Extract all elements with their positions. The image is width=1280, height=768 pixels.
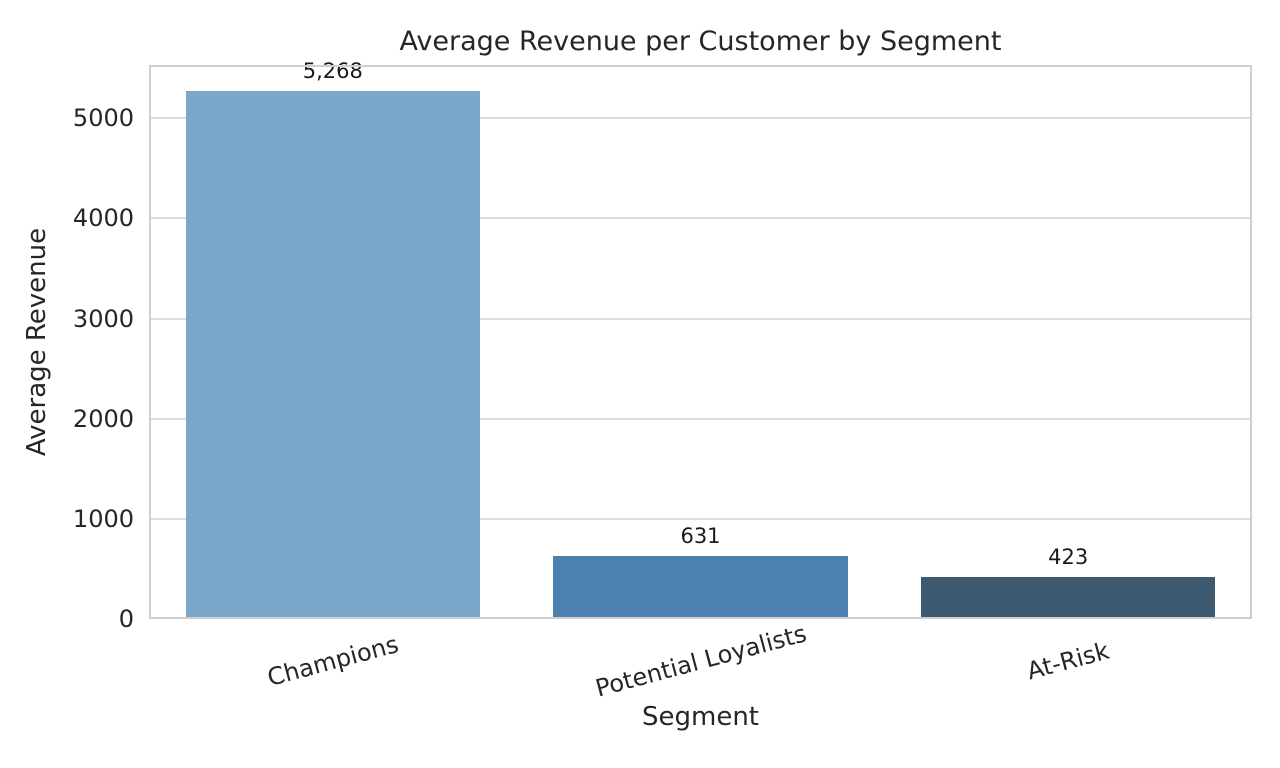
gridline-y-5000 — [149, 117, 1252, 120]
plot-area: 5,268 631 423 — [149, 59, 1252, 619]
bar-potential-loyalists — [553, 555, 848, 619]
y-tick-label-5000: 5000 — [72, 104, 134, 133]
gridline-y-1000 — [149, 517, 1252, 520]
gridline-y-3000 — [149, 317, 1252, 320]
y-tick-label-1000: 1000 — [72, 504, 134, 533]
bar-value-label-at-risk: 423 — [1048, 544, 1089, 569]
y-tick-label-4000: 4000 — [72, 204, 134, 233]
x-axis-label: Segment — [642, 702, 759, 732]
bar-champions — [185, 91, 480, 619]
gridline-y-4000 — [149, 217, 1252, 220]
gridline-y-2000 — [149, 417, 1252, 420]
bar-value-label-champions: 5,268 — [302, 59, 363, 84]
bar-at-risk — [921, 576, 1216, 619]
y-tick-label-2000: 2000 — [72, 404, 134, 433]
bar-value-label-potential-loyalists: 631 — [680, 523, 721, 548]
chart-title: Average Revenue per Customer by Segment — [399, 26, 1002, 57]
y-tick-label-3000: 3000 — [72, 304, 134, 333]
y-tick-label-0: 0 — [118, 605, 134, 633]
